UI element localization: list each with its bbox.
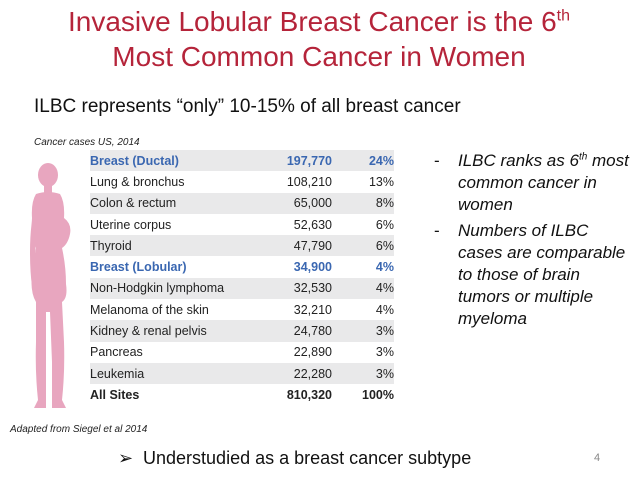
cell-name: Leukemia (90, 362, 240, 385)
cell-cases: 34,900 (293, 260, 332, 275)
cell-name: Kidney & renal pelvis (90, 320, 240, 342)
bullet-dash: - (434, 151, 440, 170)
cell-pct: 8% (332, 192, 394, 214)
cell-cases: 108,210 (286, 174, 332, 189)
cell-pct: 4% (375, 260, 394, 275)
female-silhouette-icon (30, 163, 71, 408)
cell-pct: 13% (368, 174, 394, 189)
table-row: Breast (Ductal) 197,770 24% (90, 150, 394, 172)
table-row: Uterine corpus 52,630 6% (90, 214, 394, 235)
cell-pct: 6% (375, 217, 394, 232)
table-row: Kidney & renal pelvis 24,780 3% (90, 320, 394, 342)
cell-cases: 65,000 (240, 192, 332, 214)
title-line-2: Most Common Cancer in Women (112, 41, 526, 72)
table-row: Colon & rectum 65,000 8% (90, 192, 394, 214)
table-row: Melanoma of the skin 32,210 4% (90, 299, 394, 320)
bullet-dash: - (434, 221, 440, 240)
table-row: All Sites 810,320 100% (90, 384, 394, 405)
table-row: Breast (Lobular) 34,900 4% (90, 256, 394, 277)
cell-pct: 3% (375, 345, 394, 360)
cell-cases: 24,780 (240, 320, 332, 342)
bullet-text: ILBC ranks as 6th most common cancer in … (458, 151, 629, 214)
bullet-item: - Numbers of ILBC cases are comparable t… (434, 220, 634, 330)
cell-cases: 22,280 (240, 362, 332, 385)
cell-cases: 32,530 (240, 277, 332, 300)
table-row: Leukemia 22,280 3% (90, 362, 394, 385)
cell-pct: 3% (332, 320, 394, 342)
subtitle: ILBC represents “only” 10-15% of all bre… (34, 96, 461, 117)
cell-pct: 100% (362, 387, 394, 402)
source-caption-top: Cancer cases US, 2014 (34, 137, 140, 148)
bullet-text: Numbers of ILBC cases are comparable to … (458, 221, 626, 328)
cell-pct: 6% (332, 235, 394, 257)
cell-name: Thyroid (90, 235, 240, 257)
cell-name: Pancreas (90, 345, 143, 360)
cell-cases: 47,790 (240, 235, 332, 257)
cell-cases: 197,770 (240, 150, 332, 172)
cell-name: Breast (Ductal) (90, 150, 240, 172)
cell-pct: 4% (375, 302, 394, 317)
source-caption-bottom: Adapted from Siegel et al 2014 (10, 424, 148, 435)
table-row: Thyroid 47,790 6% (90, 235, 394, 257)
cell-pct: 3% (332, 362, 394, 385)
cancer-cases-table: Breast (Ductal) 197,770 24% Lung & bronchus… (90, 150, 394, 406)
cell-cases: 810,320 (286, 387, 332, 402)
table-row: Non-Hodgkin lymphoma 32,530 4% (90, 277, 394, 300)
page-number: 4 (594, 452, 601, 464)
cell-cases: 22,890 (293, 345, 332, 360)
cell-pct: 4% (332, 277, 394, 300)
bullet-item: - ILBC ranks as 6th most common cancer i… (434, 150, 634, 216)
arrow-bullet-icon: ➢ (118, 448, 134, 468)
title-superscript: th (556, 7, 571, 25)
cell-name: Non-Hodgkin lymphoma (90, 277, 240, 300)
title-line-1: Invasive Lobular Breast Cancer is the 6 (67, 6, 557, 37)
slide-title: Invasive Lobular Breast Cancer is the 6t… (0, 4, 638, 74)
cell-cases: 52,630 (293, 217, 332, 232)
cell-name: Melanoma of the skin (90, 302, 209, 317)
summary-text: Understudied as a breast cancer subtype (143, 448, 472, 468)
table-row: Lung & bronchus 108,210 13% (90, 171, 394, 192)
table-row: Pancreas 22,890 3% (90, 342, 394, 363)
cell-name: Uterine corpus (90, 217, 172, 232)
cell-name: Lung & bronchus (90, 174, 185, 189)
cell-cases: 32,210 (293, 302, 332, 317)
summary-line: ➢ Understudied as a breast cancer subtyp… (118, 448, 471, 469)
cell-name: All Sites (90, 387, 140, 402)
cell-name: Colon & rectum (90, 192, 240, 214)
cell-name: Breast (Lobular) (90, 260, 187, 275)
bullet-list: - ILBC ranks as 6th most common cancer i… (434, 150, 634, 334)
cell-pct: 24% (332, 150, 394, 172)
